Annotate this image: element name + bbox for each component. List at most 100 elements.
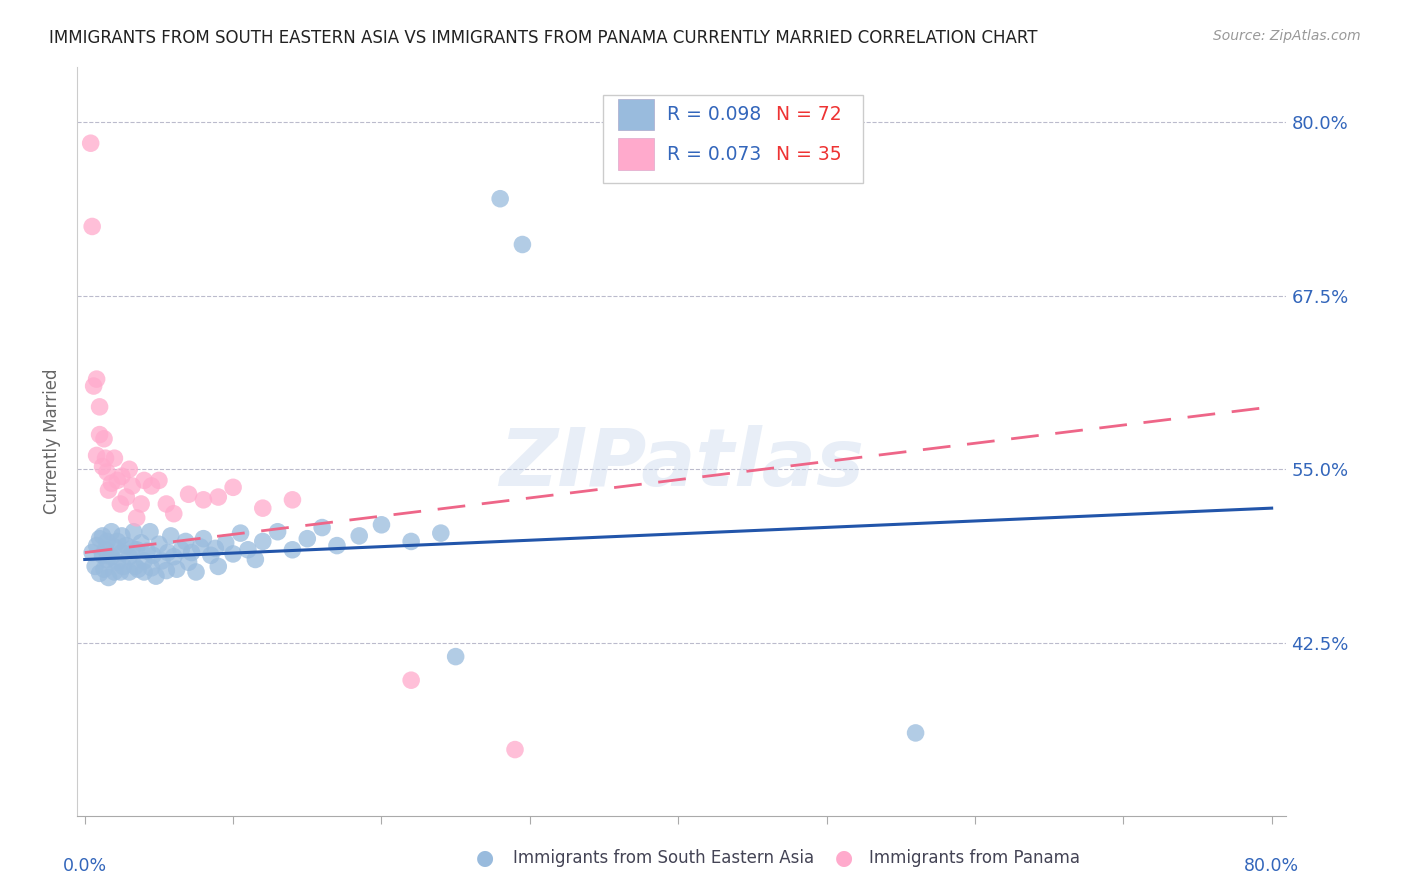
Point bbox=[252, 501, 274, 516]
Point bbox=[103, 540, 125, 554]
Point bbox=[112, 559, 135, 574]
Point bbox=[105, 534, 128, 549]
Point bbox=[84, 559, 107, 574]
Point bbox=[281, 492, 304, 507]
Bar bbox=[617, 98, 654, 130]
Point bbox=[94, 542, 117, 557]
Point bbox=[89, 532, 111, 546]
Point bbox=[79, 136, 101, 151]
Point bbox=[174, 534, 197, 549]
Point bbox=[311, 520, 333, 534]
Point bbox=[281, 542, 304, 557]
Point bbox=[94, 451, 117, 466]
Point bbox=[266, 524, 288, 539]
Point bbox=[297, 532, 319, 546]
Point bbox=[111, 529, 134, 543]
Bar bbox=[617, 138, 654, 169]
Point bbox=[118, 549, 141, 564]
Point bbox=[370, 517, 392, 532]
Point bbox=[89, 566, 111, 581]
Point bbox=[91, 549, 114, 563]
Point bbox=[252, 534, 274, 549]
Text: R = 0.098: R = 0.098 bbox=[668, 104, 762, 124]
Point bbox=[115, 539, 138, 553]
Point bbox=[124, 559, 146, 574]
Point bbox=[222, 547, 245, 561]
Point bbox=[132, 554, 155, 568]
Point bbox=[82, 545, 104, 559]
Point bbox=[118, 565, 141, 579]
Point bbox=[347, 529, 370, 543]
Point bbox=[96, 465, 118, 479]
Point bbox=[136, 544, 159, 558]
Point bbox=[110, 497, 132, 511]
Point bbox=[100, 549, 122, 564]
Point bbox=[204, 541, 226, 556]
Point bbox=[163, 549, 186, 564]
Point bbox=[444, 649, 467, 664]
Point bbox=[141, 561, 163, 575]
Point bbox=[200, 549, 222, 563]
Point bbox=[96, 552, 118, 566]
Point bbox=[399, 673, 422, 688]
Point bbox=[245, 552, 267, 566]
Point bbox=[129, 497, 152, 511]
Point bbox=[170, 542, 193, 557]
Point bbox=[489, 192, 512, 206]
Point bbox=[121, 541, 143, 556]
Point bbox=[122, 524, 145, 539]
Point bbox=[215, 536, 238, 550]
Point bbox=[142, 549, 165, 563]
Point bbox=[503, 742, 526, 756]
Text: ●: ● bbox=[477, 848, 494, 868]
Point bbox=[89, 427, 111, 442]
Point bbox=[100, 476, 122, 491]
Text: N = 35: N = 35 bbox=[776, 145, 842, 163]
Point bbox=[399, 534, 422, 549]
Point bbox=[111, 545, 134, 559]
Text: Source: ZipAtlas.com: Source: ZipAtlas.com bbox=[1213, 29, 1361, 43]
Point bbox=[97, 483, 120, 497]
Point bbox=[222, 480, 245, 494]
Point bbox=[83, 379, 105, 393]
Point bbox=[155, 497, 177, 511]
FancyBboxPatch shape bbox=[603, 95, 863, 183]
Point bbox=[139, 524, 162, 539]
Point bbox=[91, 459, 114, 474]
Point bbox=[93, 562, 115, 576]
Point bbox=[150, 554, 173, 568]
Point bbox=[103, 451, 125, 466]
Point bbox=[86, 539, 108, 553]
Point bbox=[89, 400, 111, 414]
Point bbox=[904, 726, 927, 740]
Point bbox=[512, 237, 534, 252]
Point bbox=[193, 532, 215, 546]
Point bbox=[111, 469, 134, 483]
Point bbox=[180, 545, 202, 559]
Point bbox=[166, 562, 188, 576]
Text: 0.0%: 0.0% bbox=[63, 857, 107, 875]
Point bbox=[125, 542, 148, 557]
Point bbox=[229, 526, 252, 541]
Point bbox=[97, 570, 120, 584]
Point bbox=[103, 565, 125, 579]
Point bbox=[129, 536, 152, 550]
Point bbox=[91, 529, 114, 543]
Point bbox=[132, 565, 155, 579]
Y-axis label: Currently Married: Currently Married bbox=[44, 368, 62, 515]
Point bbox=[96, 534, 118, 549]
Point bbox=[115, 490, 138, 504]
Point bbox=[93, 432, 115, 446]
Text: ●: ● bbox=[835, 848, 852, 868]
Point bbox=[155, 564, 177, 578]
Point bbox=[177, 555, 200, 569]
Point bbox=[156, 545, 179, 559]
Point bbox=[207, 559, 229, 574]
Point bbox=[82, 219, 104, 234]
Text: 80.0%: 80.0% bbox=[1244, 857, 1299, 875]
Text: ZIPatlas: ZIPatlas bbox=[499, 425, 865, 503]
Point bbox=[207, 490, 229, 504]
Point bbox=[163, 507, 186, 521]
Point bbox=[132, 474, 155, 488]
Point bbox=[141, 479, 163, 493]
